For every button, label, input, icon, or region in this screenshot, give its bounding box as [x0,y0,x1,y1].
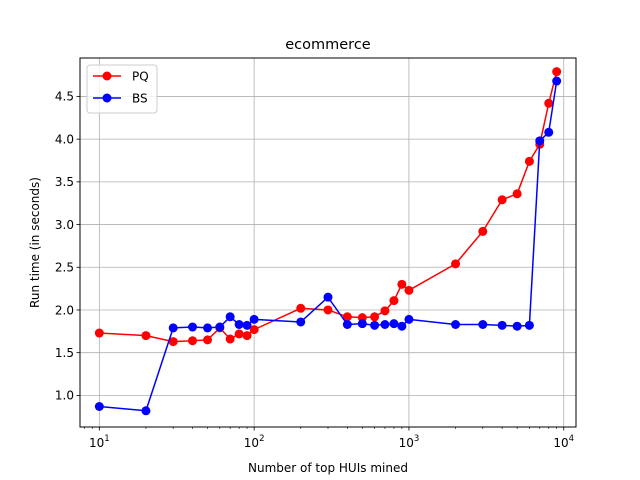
data-point-pq [296,303,306,313]
chart-title: ecommerce [285,37,371,53]
data-point-pq [94,328,104,338]
data-point-bs [203,323,213,333]
y-tick-label: 1.0 [55,389,74,403]
data-point-pq [242,331,252,341]
data-point-pq [168,337,178,347]
data-point-bs [215,322,225,332]
data-point-bs [389,319,399,329]
data-point-pq [404,285,414,295]
x-axis-label: Number of top HUIs mined [248,461,408,475]
grid [80,58,576,427]
data-point-bs [370,320,380,330]
data-point-pq [389,296,399,306]
data-point-bs [188,322,198,332]
data-point-bs [535,136,545,146]
y-axis-label: Run time (in seconds) [28,177,42,308]
data-point-bs [497,320,507,330]
data-point-bs [323,292,333,302]
data-point-pq [397,279,407,289]
y-tick-label: 1.5 [55,346,74,360]
data-point-pq [512,189,522,199]
data-point-bs [478,320,488,329]
data-point-bs [296,317,306,327]
data-point-pq [497,195,507,205]
data-point-bs [242,320,252,330]
series-bs [94,76,562,416]
data-point-pq [342,312,352,322]
data-point-pq [524,156,534,166]
data-point-bs [249,314,259,324]
data-point-bs [524,320,534,330]
data-point-pq [451,259,461,269]
data-point-bs [512,321,522,331]
data-point-bs [168,323,178,333]
y-tick-label: 4.5 [55,90,74,104]
legend: PQ BS [86,64,158,114]
data-point-bs [342,320,352,329]
data-point-pq [370,312,380,322]
data-point-bs [225,312,235,322]
y-tick-label: 3.0 [55,218,74,232]
legend-pq-marker [102,71,112,81]
data-point-pq [544,98,554,108]
data-point-pq [188,336,198,346]
legend-pq-label: PQ [132,70,149,84]
legend-bs-marker [102,93,112,103]
data-point-pq [478,226,488,236]
y-tick-label: 2.0 [55,303,74,317]
data-point-bs [552,76,562,86]
data-point-bs [380,320,390,329]
data-point-pq [141,331,151,341]
y-tick-label: 3.5 [55,175,74,189]
data-point-pq [323,305,333,315]
data-point-pq [552,67,562,77]
data-point-bs [397,321,407,331]
data-point-bs [94,402,104,411]
data-point-bs [357,319,367,329]
data-point-bs [234,320,244,329]
y-tick-label: 4.0 [55,132,74,146]
series-layer [94,67,562,416]
data-point-pq [249,325,259,335]
data-point-bs [141,406,151,416]
legend-bs-label: BS [132,92,148,106]
data-point-bs [404,314,414,324]
data-point-bs [544,127,554,137]
data-point-pq [225,334,235,344]
y-tick-label: 2.5 [55,261,74,275]
data-point-bs [451,320,461,329]
data-point-pq [380,306,390,316]
data-point-pq [234,329,244,339]
data-point-pq [203,335,213,345]
